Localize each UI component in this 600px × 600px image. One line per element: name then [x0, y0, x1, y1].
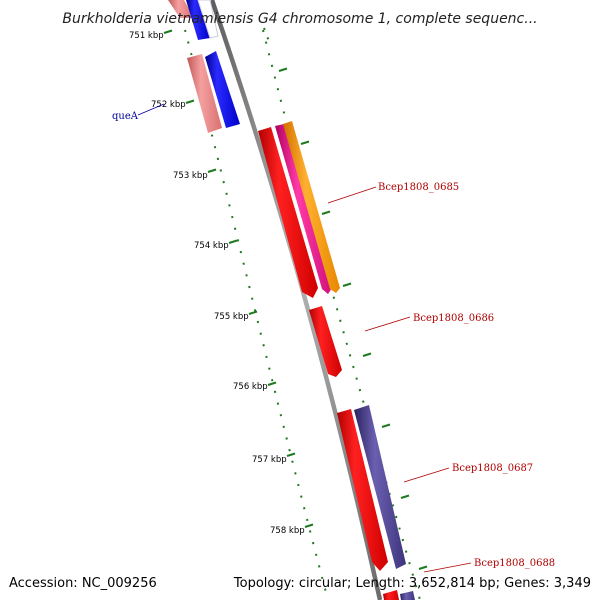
- forward-strand-genes: [275, 121, 415, 600]
- gene-blue-top: [186, 0, 210, 40]
- kbp-tick: [321, 210, 331, 215]
- kbp-tick: [185, 99, 195, 104]
- tick-label: 756 kbp: [233, 382, 268, 392]
- kbp-tick: [228, 239, 238, 244]
- gene-orange: [283, 121, 340, 293]
- gene-blue-white-top: [197, 0, 219, 39]
- kbp-tick: [286, 452, 296, 457]
- gene-salmon-top: [168, 0, 194, 18]
- gene-label-bcep1808-0687[interactable]: Bcep1808_0687: [452, 463, 533, 474]
- gene-salmon-quea: [187, 54, 222, 133]
- outer-dotted-track: [262, 29, 421, 600]
- tick-label: 754 kbp: [194, 241, 229, 251]
- kbp-tick: [418, 565, 428, 570]
- kbp-tick: [207, 168, 217, 173]
- kbp-tick: [342, 282, 352, 287]
- outer-dotted-track-upper: [263, 27, 271, 45]
- gene-red: [337, 409, 388, 571]
- tick-label: 757 kbp: [252, 455, 287, 465]
- kbp-tick: [304, 523, 314, 528]
- tick-label: 755 kbp: [214, 312, 249, 322]
- gene-labels: queA Bcep1808_0685 Bcep1808_0686 Bcep180…: [112, 111, 555, 569]
- tick-label: 751 kbp: [129, 31, 164, 41]
- genome-backbone: [209, 0, 383, 600]
- kbp-tick: [381, 423, 391, 428]
- kbp-tick: [163, 29, 173, 34]
- kbp-tick: [278, 67, 288, 72]
- gene-slate-bottom: [400, 591, 415, 600]
- kbp-tick: [362, 352, 372, 357]
- sequence-summary: Topology: circular; Length: 3,652,814 bp…: [233, 576, 591, 591]
- accession-text: Accession: NC_009256: [9, 576, 157, 591]
- gene-label-bcep1808-0685[interactable]: Bcep1808_0685: [378, 182, 459, 193]
- kbp-tick: [248, 310, 258, 315]
- gene-red: [309, 306, 342, 377]
- kbp-tick: [300, 140, 310, 145]
- tick-label: 758 kbp: [270, 526, 305, 536]
- gene-magenta: [275, 124, 332, 294]
- gene-label-quea[interactable]: queA: [112, 111, 139, 122]
- tick-label: 752 kbp: [151, 100, 186, 110]
- gene-label-leaders: [137, 103, 472, 573]
- tick-label: 753 kbp: [173, 171, 208, 181]
- gene-red: [258, 127, 318, 298]
- gene-label-bcep1808-0688[interactable]: Bcep1808_0688: [474, 558, 555, 569]
- gene-red-bottom: [383, 590, 399, 600]
- gene-slate: [354, 405, 406, 569]
- reverse-strand-genes: [168, 0, 399, 600]
- tick-labels: 751 kbp 752 kbp 753 kbp 754 kbp 755 kbp …: [129, 31, 305, 536]
- kbp-tick: [267, 381, 277, 386]
- sequence-title: Burkholderia vietnamiensis G4 chromosome…: [62, 11, 537, 27]
- kbp-tick: [400, 494, 410, 499]
- tick-marks: [163, 29, 428, 570]
- gene-blue: [205, 51, 240, 128]
- gene-label-bcep1808-0686[interactable]: Bcep1808_0686: [413, 313, 494, 324]
